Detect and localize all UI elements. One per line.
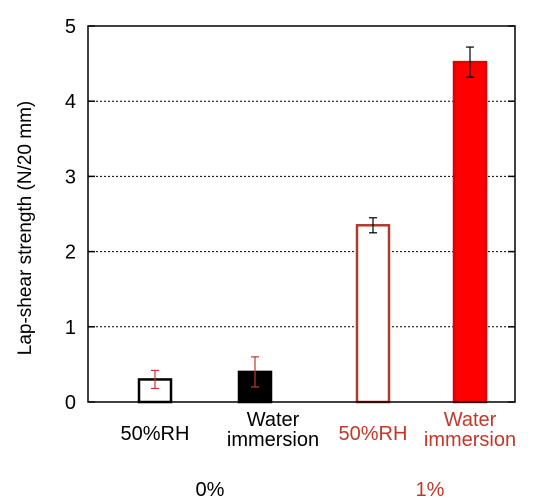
y-tick-label: 0: [65, 392, 76, 414]
bars: [137, 60, 488, 404]
y-tick-label: 3: [65, 166, 76, 188]
y-axis-label: Lap-shear strength (N/20 mm): [15, 101, 36, 356]
plot-frame: [87, 25, 516, 403]
category-label: immersion: [424, 429, 516, 451]
plot-area-border: [87, 25, 516, 403]
group-label: 0%: [196, 479, 225, 501]
y-tick-label: 5: [65, 16, 76, 38]
bar: [355, 224, 391, 404]
category-label: immersion: [227, 429, 319, 451]
y-tick-label: 2: [65, 242, 76, 264]
gridlines: [88, 100, 515, 328]
category-label: 50%RH: [339, 423, 408, 445]
group-label: 1%: [416, 479, 445, 501]
y-axis-ticks: 0 1 2 3 4 5: [65, 16, 515, 414]
y-tick-label: 1: [65, 317, 76, 339]
group-labels: 0% 1%: [196, 479, 445, 501]
y-tick-label: 4: [65, 91, 76, 113]
bar: [452, 60, 488, 404]
category-label: 50%RH: [121, 423, 190, 445]
category-label: Water: [247, 409, 300, 431]
error-bars: [151, 46, 474, 390]
category-label: Water: [444, 409, 497, 431]
